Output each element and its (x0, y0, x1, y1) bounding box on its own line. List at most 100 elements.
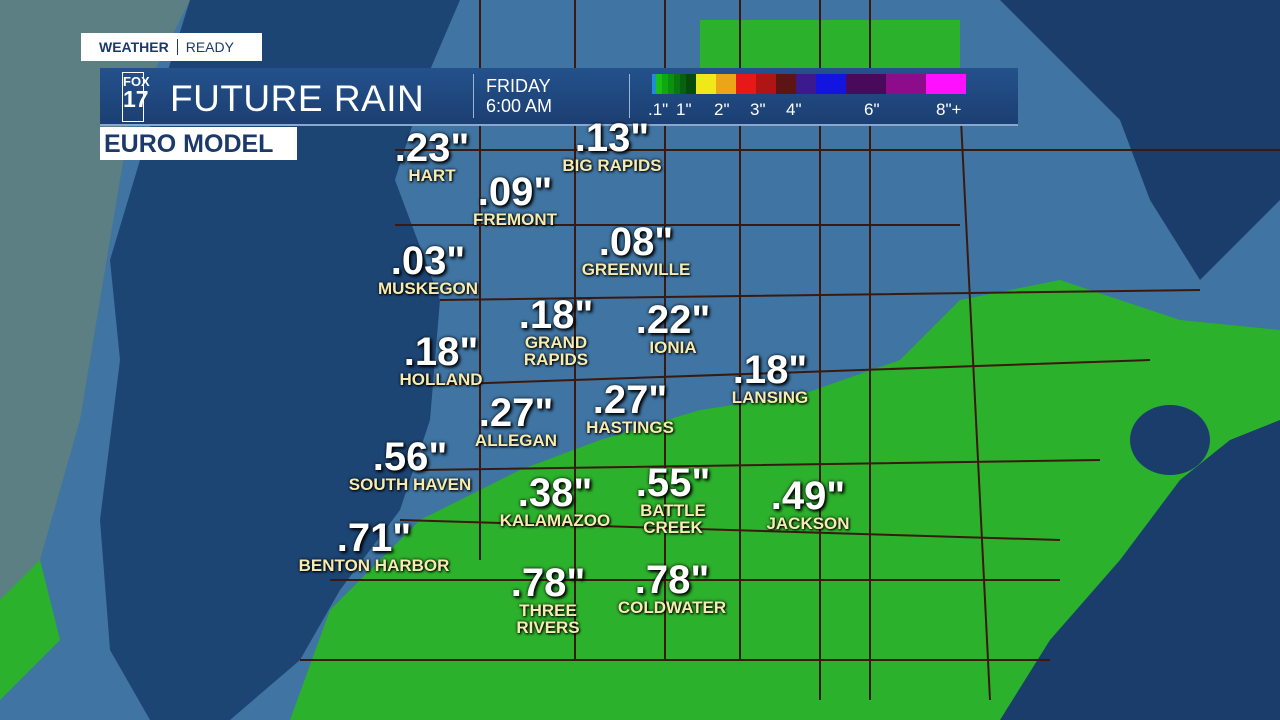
scale-swatch (846, 74, 886, 94)
wisconsin-land (0, 0, 190, 600)
city-name: BENTON HARBOR (298, 556, 450, 575)
scale-swatch (652, 74, 656, 94)
weather-ready-tag: WEATHER READY (81, 33, 262, 61)
city-name: JACKSON (766, 514, 850, 533)
logo-17: 17 (123, 86, 149, 112)
scale-swatch (756, 74, 776, 94)
city-name: HART (408, 166, 456, 185)
lake-erie-stclair (1000, 420, 1280, 720)
rain-total: .18" (732, 348, 808, 392)
city-label: .18" LANSING (731, 348, 809, 407)
city-name: THREE RIVERS (516, 601, 580, 637)
city-name: GRAND RAPIDS (523, 333, 589, 369)
scale-tick-label: 6" (864, 100, 880, 119)
city-label: .49" JACKSON (766, 474, 850, 533)
city-label: .27" ALLEGAN (474, 391, 558, 450)
city-label: .18" HOLLAND (399, 330, 483, 389)
scale-swatch (674, 74, 680, 94)
city-name: IONIA (649, 338, 697, 357)
city-name: BATTLE CREEK (640, 501, 706, 537)
scale-swatch (736, 74, 756, 94)
city-name: MUSKEGON (377, 279, 479, 298)
city-label: .78" COLDWATER (617, 558, 727, 617)
divider (473, 74, 474, 118)
city-label: .18" GRAND RAPIDS (518, 293, 594, 369)
rain-total: .13" (574, 116, 650, 160)
scale-swatch (776, 74, 796, 94)
rain-total: .18" (403, 330, 479, 374)
rain-total: .08" (598, 220, 674, 264)
scale-tick-label: .1" (648, 100, 669, 119)
divider (629, 74, 630, 118)
green-rain-south (290, 280, 1280, 720)
rain-total: .78" (510, 561, 586, 605)
city-label: .03" MUSKEGON (377, 241, 479, 298)
county-lines (300, 0, 1280, 701)
scale-tick-label: 8"+ (936, 100, 962, 119)
city-label: .09" FREMONT (472, 170, 558, 229)
rain-total: .49" (770, 474, 846, 518)
city-label: .78" THREE RIVERS (510, 561, 586, 637)
city-name: FREMONT (472, 210, 558, 229)
city-name: HASTINGS (586, 418, 674, 437)
city-label: .08" GREENVILLE (581, 220, 691, 279)
city-name: GREENVILLE (581, 260, 691, 279)
scale-swatch (680, 74, 686, 94)
rain-total: .09" (477, 170, 553, 214)
scale-swatch (668, 74, 674, 94)
scale-tick-label: 2" (714, 100, 730, 119)
city-label: .23" HART (394, 126, 470, 185)
rain-total: .71" (336, 516, 412, 560)
brand-ready: READY (185, 39, 234, 55)
scale-swatch (926, 74, 966, 94)
city-name: HOLLAND (399, 370, 483, 389)
city-name: COLDWATER (617, 598, 727, 617)
forecast-time: FRIDAY 6:00 AM (486, 76, 552, 116)
rain-total: .56" (372, 435, 448, 479)
lake-stclair (1130, 405, 1210, 475)
lake-michigan (100, 0, 460, 720)
rain-scale-ticks: .1" 1" 2" 3" 4" 6" 8"+ (648, 100, 988, 120)
scale-swatch (796, 74, 816, 94)
brand-weather: WEATHER (99, 39, 169, 55)
city-label: .56" SOUTH HAVEN (348, 435, 472, 494)
city-name: ALLEGAN (474, 431, 558, 450)
rain-total: .55" (635, 461, 711, 505)
scale-swatch (716, 74, 736, 94)
scale-swatch (696, 74, 716, 94)
forecast-day: FRIDAY (486, 76, 551, 96)
rain-total: .78" (634, 558, 710, 602)
rain-color-scale (652, 74, 966, 94)
city-label: .38" KALAMAZOO (499, 471, 611, 530)
rain-total: .22" (635, 298, 711, 342)
page-title: FUTURE RAIN (170, 78, 425, 119)
rain-total: .38" (517, 471, 593, 515)
fox17-logo: FOX 17 (122, 72, 150, 122)
scale-swatch (662, 74, 668, 94)
city-label: .22" IONIA (635, 298, 711, 357)
forecast-hour: 6:00 AM (486, 96, 553, 116)
city-label: .27" HASTINGS (586, 380, 674, 437)
city-name: KALAMAZOO (499, 511, 611, 530)
green-rain-north (700, 20, 960, 70)
green-rain-west (0, 560, 60, 700)
logo-fox: FOX (123, 74, 150, 89)
scale-swatch (656, 74, 662, 94)
city-name: LANSING (731, 388, 809, 407)
city-label: .13" BIG RAPIDS (562, 116, 662, 175)
title-banner: FOX 17 FUTURE RAIN FRIDAY 6:00 AM .1" 1" 2… (100, 68, 1018, 126)
rain-total: .27" (478, 391, 554, 435)
scale-swatch (886, 74, 926, 94)
city-name: BIG RAPIDS (562, 156, 662, 175)
lake-huron (1000, 0, 1280, 280)
rain-total: .23" (394, 126, 470, 170)
model-label: EURO MODEL (100, 127, 297, 160)
rain-total: .18" (518, 293, 594, 337)
scale-tick-label: 1" (676, 100, 692, 119)
city-name: SOUTH HAVEN (348, 475, 472, 494)
scale-swatch (686, 74, 696, 94)
scale-tick-label: 4" (786, 100, 802, 119)
scale-tick-label: 3" (750, 100, 766, 119)
city-label: .71" BENTON HARBOR (298, 516, 450, 575)
city-label: .55" BATTLE CREEK (635, 461, 711, 537)
